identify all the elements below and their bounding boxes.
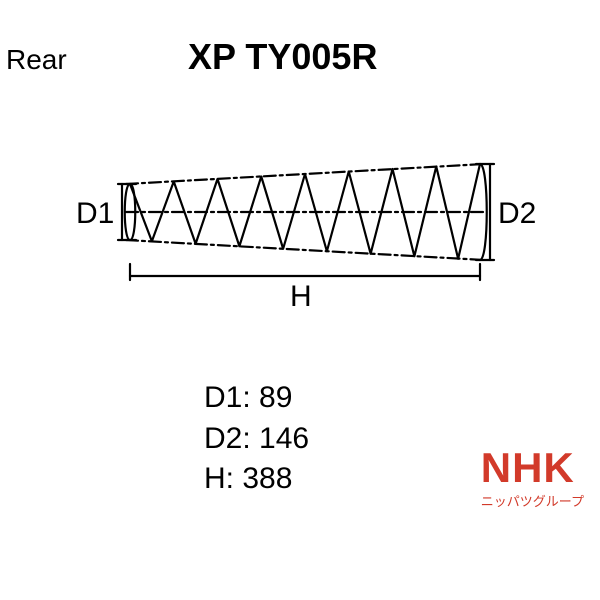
d1-label: D1: [76, 197, 114, 231]
spec-block: D1: 89 D2: 146 H: 388: [204, 378, 309, 500]
spec-h: H: 388: [204, 459, 309, 500]
brand-logo: NHK ニッパツグループ: [481, 447, 584, 510]
logo-subtext: ニッパツグループ: [481, 491, 584, 510]
position-label: Rear: [6, 44, 67, 76]
part-number: XP TY005R: [188, 36, 377, 78]
spec-d1: D1: 89: [204, 378, 309, 419]
spring-diagram: [112, 128, 512, 298]
logo-text: NHK: [481, 447, 584, 489]
spec-d2: D2: 146: [204, 419, 309, 460]
